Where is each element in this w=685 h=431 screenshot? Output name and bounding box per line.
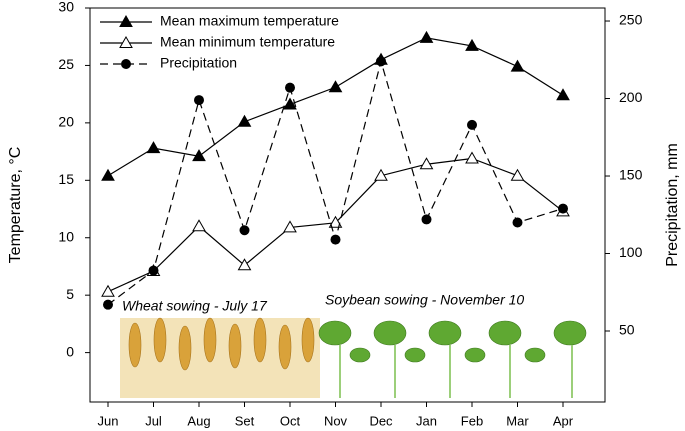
data-point	[146, 141, 161, 154]
annotation: Soybean sowing - November 10	[325, 292, 524, 308]
data-point	[101, 168, 115, 181]
x-tick-label: Apr	[553, 413, 574, 428]
data-point	[237, 114, 252, 127]
y2-tick-label: 100	[619, 244, 643, 260]
y-tick-label: 5	[66, 286, 74, 302]
y-tick-label: 10	[58, 228, 74, 244]
data-point	[376, 56, 386, 67]
data-point	[419, 157, 434, 170]
data-point	[421, 214, 432, 225]
data-point	[465, 38, 479, 51]
x-tick-label: Set	[235, 413, 255, 428]
legend-marker	[119, 35, 133, 48]
legend-label: Mean maximum temperature	[160, 13, 339, 29]
x-tick-label: Jul	[145, 413, 162, 428]
y2-tick-label: 150	[619, 167, 643, 183]
data-point	[512, 217, 523, 228]
data-point	[558, 203, 568, 214]
x-tick-label: Mar	[506, 413, 529, 428]
data-point	[283, 97, 297, 110]
data-point	[330, 234, 341, 245]
data-point	[328, 215, 343, 228]
x-tick-label: Feb	[461, 413, 483, 428]
data-point	[237, 258, 252, 271]
y-tick-label: 0	[66, 343, 74, 359]
y-tick-label: 25	[58, 56, 74, 72]
data-point	[285, 82, 295, 93]
crop-illustration	[120, 317, 587, 398]
y-tick-label: 30	[58, 0, 74, 15]
data-point	[194, 95, 204, 106]
data-point	[467, 119, 477, 130]
data-point	[103, 299, 113, 310]
data-point	[510, 168, 525, 181]
data-point	[192, 219, 206, 232]
x-tick-label: Oct	[280, 413, 301, 428]
y2-axis-label: Precipitation, mm	[664, 143, 681, 267]
data-point	[510, 59, 525, 72]
data-point	[239, 225, 250, 236]
data-point	[283, 220, 297, 233]
legend-label: Precipitation	[160, 55, 237, 71]
legend-label: Mean minimum temperature	[160, 34, 335, 50]
data-point	[556, 88, 570, 101]
x-tick-label: Jan	[416, 413, 437, 428]
y2-tick-label: 250	[619, 12, 643, 28]
y-tick-label: 20	[58, 114, 74, 130]
y-axis-label: Temperature, °C	[7, 147, 24, 264]
legend-marker	[119, 14, 133, 27]
data-point	[148, 265, 159, 276]
data-point	[465, 151, 479, 164]
x-tick-label: Nov	[324, 413, 348, 428]
y2-tick-label: 200	[619, 89, 643, 105]
legend-marker	[121, 59, 131, 69]
y-tick-label: 15	[58, 171, 74, 187]
data-point	[192, 149, 206, 162]
x-tick-label: Dec	[369, 413, 393, 428]
plot-frame	[89, 7, 606, 403]
data-point	[101, 284, 115, 297]
y2-tick-label: 50	[619, 322, 635, 338]
data-point	[419, 30, 434, 43]
data-point	[328, 80, 343, 93]
x-tick-label: Jun	[98, 413, 119, 428]
data-point	[374, 168, 388, 181]
x-tick-label: Aug	[187, 413, 210, 428]
annotation: Wheat sowing - July 17	[122, 298, 268, 314]
series-line	[107, 59, 564, 306]
